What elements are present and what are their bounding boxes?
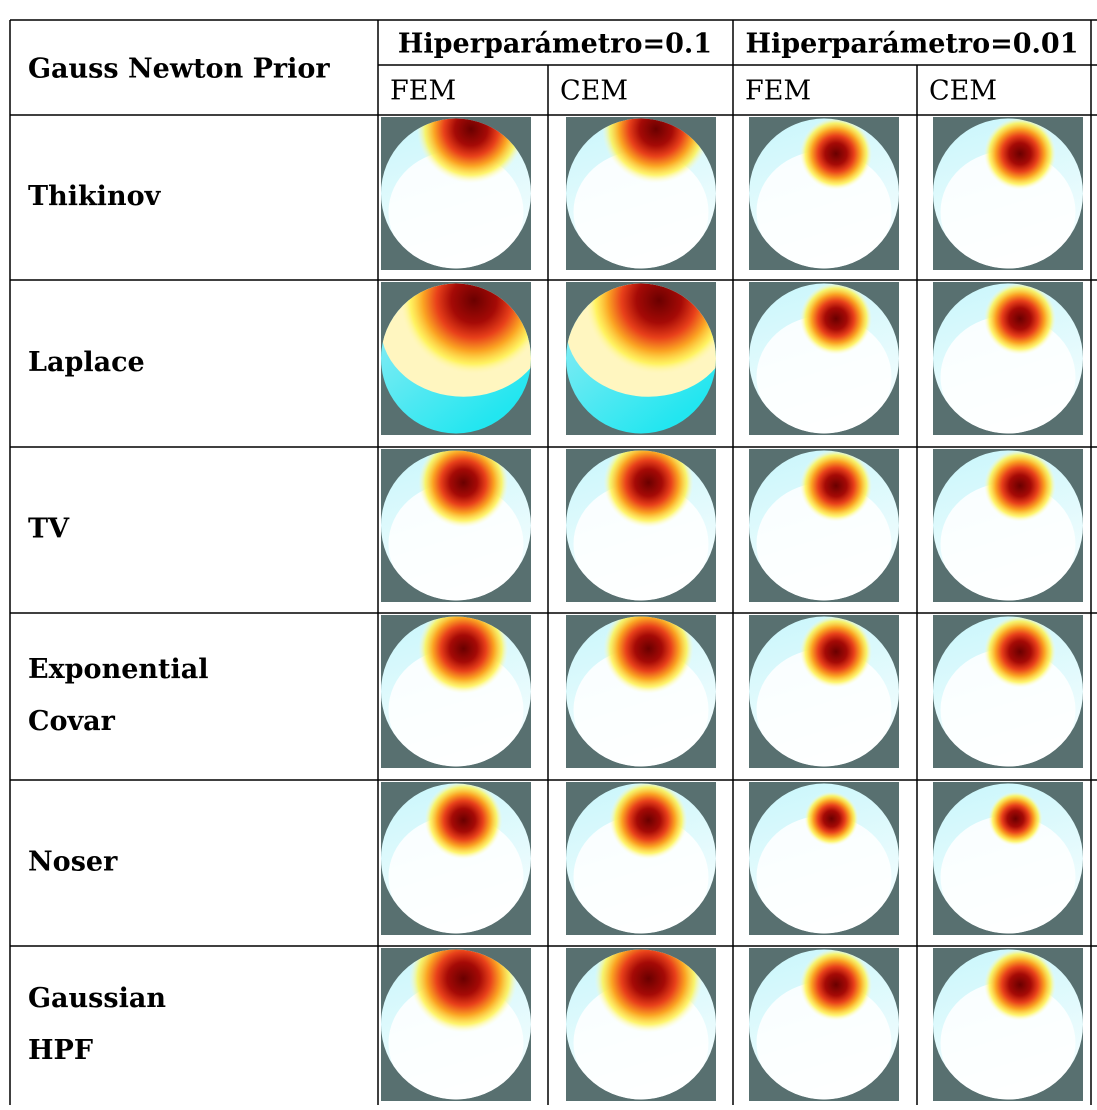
hot-spot [409, 949, 518, 1033]
reconstruction [749, 118, 899, 269]
reconstruction [566, 616, 716, 767]
hot-spot [984, 616, 1056, 688]
hot-spot [800, 283, 872, 355]
row-label: Gaussian [28, 983, 166, 1014]
row-label: TV [28, 514, 70, 545]
group-header: Hiperparámetro=0.1 [398, 29, 712, 60]
hot-spot [424, 783, 503, 860]
row-label: Exponential [28, 654, 208, 685]
hot-spot [603, 616, 694, 694]
hot-spot [800, 616, 872, 688]
hot-spot [594, 949, 703, 1033]
reconstruction [933, 283, 1083, 434]
group-header: Hiperparámetro=0.01 [746, 29, 1079, 60]
subcolumn-header: FEM [745, 76, 811, 107]
hot-spot [584, 283, 716, 376]
reconstruction [749, 949, 899, 1100]
hot-spot [399, 283, 531, 376]
subcolumn-header: FEM [390, 76, 456, 107]
header-title: Gauss Newton Prior [28, 54, 330, 85]
field-white [756, 815, 892, 934]
reconstruction [749, 450, 899, 601]
row-label: Thikinov [28, 181, 162, 212]
reconstruction [381, 616, 531, 767]
reconstruction [566, 118, 716, 269]
hot-spot [800, 949, 872, 1021]
field-white [573, 150, 709, 269]
field-white [940, 815, 1076, 934]
reconstruction [381, 450, 531, 601]
reconstruction [749, 283, 899, 434]
reconstruction [381, 118, 531, 269]
row-label: Noser [28, 847, 118, 878]
hot-spot [984, 450, 1056, 522]
hot-spot [800, 118, 872, 190]
reconstruction [749, 616, 899, 767]
row-label: HPF [28, 1035, 93, 1066]
reconstruction [381, 783, 531, 934]
hot-spot [417, 118, 525, 184]
hot-spot [602, 118, 710, 184]
reconstruction [933, 450, 1083, 601]
reconstruction [933, 118, 1083, 269]
reconstruction [566, 450, 716, 601]
hot-spot [418, 616, 509, 694]
row-label: Laplace [28, 347, 145, 378]
hot-spot [984, 949, 1056, 1021]
reconstruction [749, 783, 899, 934]
hot-spot [800, 450, 872, 522]
subcolumn-header: CEM [560, 76, 628, 107]
row-label: Covar [28, 706, 116, 737]
reconstruction [933, 949, 1083, 1100]
reconstruction [933, 783, 1083, 934]
hot-spot [988, 791, 1043, 846]
hot-spot [418, 450, 509, 528]
hot-spot [804, 791, 859, 846]
hot-spot [984, 283, 1056, 355]
hot-spot [609, 783, 688, 860]
reconstruction [566, 783, 716, 934]
field-white [388, 150, 524, 269]
hot-spot [984, 118, 1056, 190]
reconstruction [933, 616, 1083, 767]
subcolumn-header: CEM [929, 76, 997, 107]
hot-spot [603, 450, 694, 528]
